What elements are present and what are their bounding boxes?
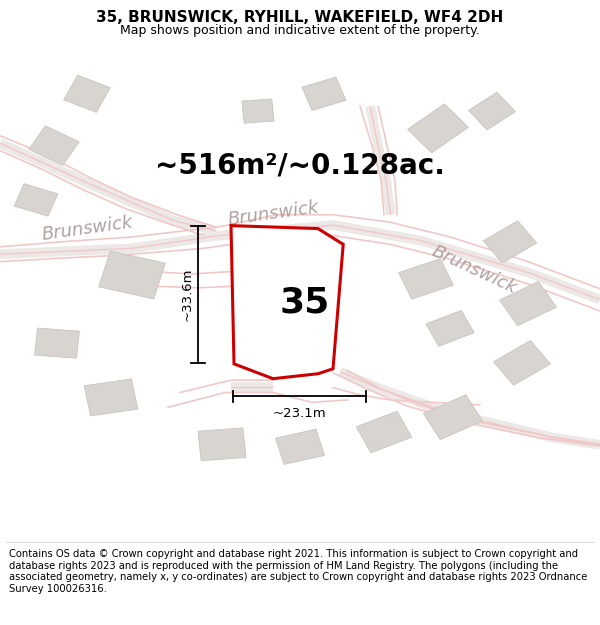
Text: Map shows position and indicative extent of the property.: Map shows position and indicative extent… [120, 24, 480, 36]
Polygon shape [251, 280, 310, 319]
Polygon shape [275, 429, 325, 464]
Polygon shape [84, 379, 138, 416]
Polygon shape [198, 428, 246, 461]
Text: ~23.1m: ~23.1m [272, 408, 326, 421]
Polygon shape [424, 395, 482, 439]
Polygon shape [398, 259, 454, 299]
Text: Brunswick: Brunswick [226, 199, 320, 229]
Text: ~33.6m: ~33.6m [180, 268, 193, 321]
Polygon shape [64, 75, 110, 112]
Polygon shape [35, 328, 79, 358]
Text: Brunswick: Brunswick [428, 242, 520, 298]
Polygon shape [426, 311, 474, 346]
Text: 35: 35 [280, 285, 330, 319]
Polygon shape [231, 226, 343, 379]
Polygon shape [356, 411, 412, 452]
Polygon shape [98, 251, 166, 299]
Polygon shape [302, 77, 346, 111]
Polygon shape [494, 341, 550, 385]
Text: ~516m²/~0.128ac.: ~516m²/~0.128ac. [155, 151, 445, 179]
Polygon shape [242, 99, 274, 123]
Text: Brunswick: Brunswick [40, 213, 134, 244]
Text: 35, BRUNSWICK, RYHILL, WAKEFIELD, WF4 2DH: 35, BRUNSWICK, RYHILL, WAKEFIELD, WF4 2D… [97, 10, 503, 25]
Polygon shape [469, 92, 515, 130]
Polygon shape [407, 104, 469, 152]
Polygon shape [29, 126, 79, 166]
Polygon shape [14, 184, 58, 216]
Text: Contains OS data © Crown copyright and database right 2021. This information is : Contains OS data © Crown copyright and d… [9, 549, 587, 594]
Polygon shape [500, 281, 556, 326]
Polygon shape [484, 221, 536, 263]
